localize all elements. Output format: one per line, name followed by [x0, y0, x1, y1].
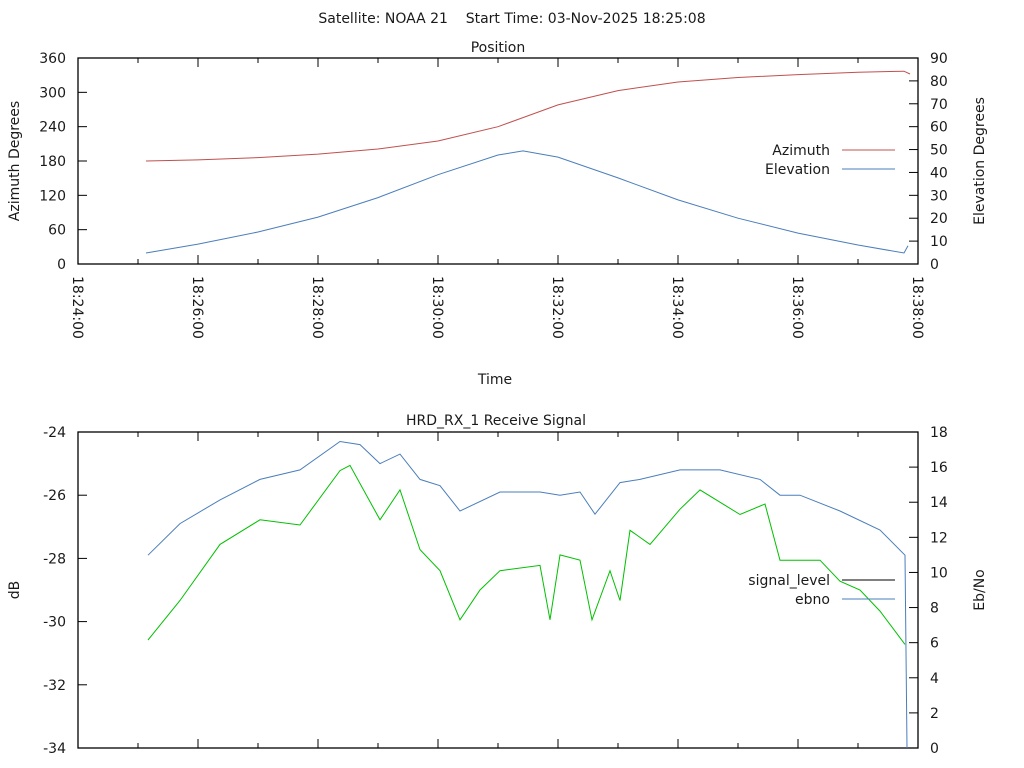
position-x-label: Time: [477, 372, 512, 388]
x-tick-label: 18:28:00: [309, 276, 325, 339]
y2-tick-label: 0: [930, 257, 939, 273]
legend-label-elevation: Elevation: [765, 162, 830, 178]
y-tick-label: 0: [57, 257, 66, 273]
legend-label-azimuth: Azimuth: [772, 143, 830, 159]
x-tick-label: 18:36:00: [789, 276, 805, 339]
y-tick-label: -32: [43, 678, 66, 694]
x-tick-label: 18:32:00: [549, 276, 565, 339]
y-tick-label: -26: [43, 488, 66, 504]
legend-label-ebno: ebno: [795, 592, 830, 608]
y-tick-label: -30: [43, 615, 66, 631]
series-line-azimuth: [145, 70, 911, 162]
y2-tick-label: 60: [930, 120, 948, 136]
signal-plot: -34 -32 -30 -28 -26 -24 0 2 4 6 8 10 12 14 16 18 signal_…: [43, 425, 948, 757]
y2-tick-label: 12: [930, 530, 948, 546]
y2-tick-label: 30: [930, 188, 948, 204]
position-chart-title: Position: [471, 40, 526, 56]
y2-tick-label: 40: [930, 165, 948, 181]
position-y-label: Azimuth Degrees: [7, 101, 23, 221]
y-tick-label: 300: [39, 85, 66, 101]
x-tick-label: 18:26:00: [189, 276, 205, 339]
y-tick-label: -28: [43, 551, 66, 567]
y2-tick-label: 0: [930, 741, 939, 757]
series-line-ebno: [147, 464, 906, 645]
y2-tick-label: 16: [930, 460, 948, 476]
x-tick-label: 18:30:00: [429, 276, 445, 339]
y2-tick-label: 20: [930, 211, 948, 227]
plot-border: [77, 57, 919, 265]
y2-tick-label: 80: [930, 74, 948, 90]
y2-tick-label: 10: [930, 234, 948, 250]
y-tick-label: -24: [43, 425, 66, 441]
y2-tick-label: 10: [930, 565, 948, 581]
y2-tick-label: 6: [930, 636, 939, 652]
series-line-signal_level: [147, 440, 908, 749]
y-tick-label: -34: [43, 741, 66, 757]
y-tick-label: 120: [39, 188, 66, 204]
y2-tick-label: 90: [930, 51, 948, 67]
y-tick-label: 240: [39, 120, 66, 136]
y2-tick-label: 14: [930, 495, 948, 511]
position-y2-label: Elevation Degrees: [972, 97, 988, 225]
y-tick-label: 360: [39, 51, 66, 67]
y2-tick-label: 50: [930, 143, 948, 159]
legend-label-signal_level: signal_level: [748, 573, 830, 589]
signal-y2-label: Eb/No: [972, 569, 988, 611]
series-line-elevation: [145, 150, 909, 254]
position-plot: 18:24:00 18:26:00 18:28:00 18:30:00 18:32:00…: [39, 51, 948, 339]
y2-tick-label: 70: [930, 97, 948, 113]
x-tick-label: 18:34:00: [669, 276, 685, 339]
y2-tick-label: 18: [930, 425, 948, 441]
y2-tick-label: 4: [930, 671, 939, 687]
y-tick-label: 60: [48, 223, 66, 239]
figure-title: Satellite: NOAA 21 Start Time: 03-Nov-20…: [318, 11, 705, 27]
signal-y-label: dB: [7, 581, 23, 600]
plot-border: [77, 431, 919, 749]
signal-chart-title: HRD_RX_1 Receive Signal: [406, 413, 586, 429]
x-tick-label: 18:24:00: [69, 276, 85, 339]
y2-tick-label: 2: [930, 706, 939, 722]
y2-tick-label: 8: [930, 601, 939, 617]
y-tick-label: 180: [39, 154, 66, 170]
x-tick-label: 18:38:00: [909, 276, 925, 339]
